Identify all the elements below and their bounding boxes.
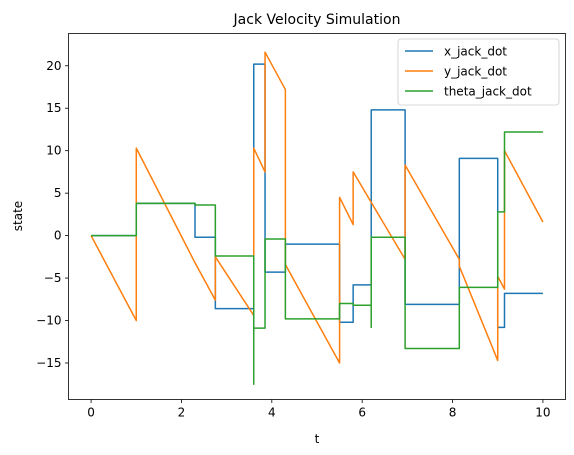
x-axis-label: t [315, 432, 320, 446]
y-tick-label: 0 [54, 229, 62, 243]
x-tick-label: 6 [358, 406, 366, 420]
y-axis-label: state [11, 201, 25, 231]
legend-label-y-jack-dot: y_jack_dot [444, 65, 507, 79]
x-tick-label: 10 [535, 406, 550, 420]
x-tick-label: 8 [449, 406, 457, 420]
series-layer [90, 51, 544, 385]
series-line-y-jack-dot [90, 51, 544, 364]
x-axis: 0 2 4 6 8 10 [87, 399, 551, 420]
y-tick-label: 10 [46, 144, 61, 158]
y-tick-label: −10 [36, 314, 61, 328]
y-tick-label: 15 [46, 101, 61, 115]
x-tick-label: 2 [178, 406, 186, 420]
y-axis: −15 −10 −5 0 5 10 15 20 [36, 59, 69, 370]
series-line-theta-jack-dot [91, 131, 543, 385]
legend-label-x-jack-dot: x_jack_dot [444, 45, 507, 59]
y-tick-label: −15 [36, 356, 61, 370]
x-tick-label: 0 [87, 406, 95, 420]
y-tick-label: 5 [54, 186, 62, 200]
legend: x_jack_dot y_jack_dot theta_jack_dot [397, 38, 560, 106]
legend-label-theta-jack-dot: theta_jack_dot [444, 85, 532, 99]
x-tick-label: 4 [268, 406, 276, 420]
chart-title: Jack Velocity Simulation [233, 12, 401, 28]
legend-box [397, 38, 560, 106]
plot-frame [68, 33, 566, 400]
y-tick-label: −5 [44, 271, 62, 285]
y-tick-label: 20 [46, 59, 61, 73]
